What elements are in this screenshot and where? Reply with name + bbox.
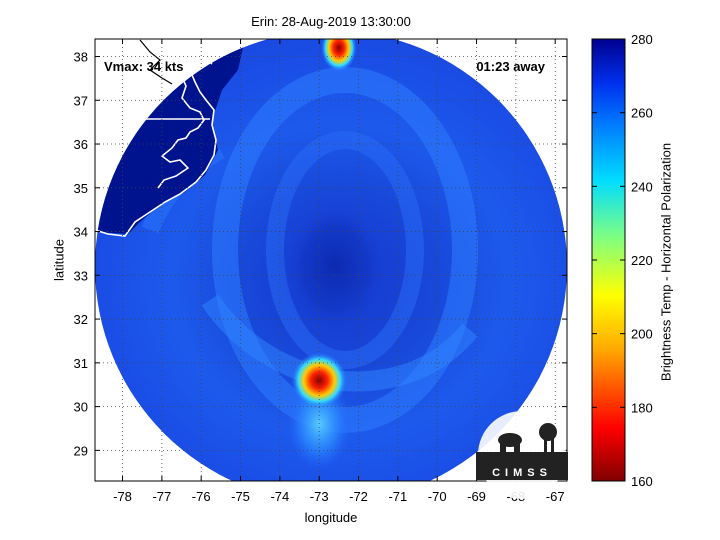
y-tick-label: 37 xyxy=(74,93,88,108)
x-tick-label: -77 xyxy=(152,489,171,504)
x-tick-label: -72 xyxy=(349,489,368,504)
cimss-logo: CIMSS xyxy=(476,411,568,499)
colorbar-tick-label: 180 xyxy=(631,400,653,415)
svg-text:CIMSS: CIMSS xyxy=(492,467,552,479)
colorbar-tick-label: 200 xyxy=(631,327,653,342)
colorbar-tick-label: 160 xyxy=(631,474,653,489)
y-tick-label: 30 xyxy=(74,400,88,415)
y-tick-label: 31 xyxy=(74,356,88,371)
colorbar-tick-label: 260 xyxy=(631,106,653,121)
grid-lines xyxy=(95,39,567,481)
x-axis-ticks: -78-77-76-75-74-73-72-71-70-69-68-67 xyxy=(113,39,565,504)
vmax-label: Vmax: 34 kts xyxy=(104,59,184,74)
cold-core-north xyxy=(320,39,357,72)
coastline-outer xyxy=(139,39,173,85)
x-tick-label: -74 xyxy=(270,489,289,504)
time-away-label: 01:23 away xyxy=(476,59,545,74)
y-axis-ticks: 29 30 31 32 33 34 35 36 37 38 xyxy=(74,50,567,458)
colorbar-tick-label: 220 xyxy=(631,253,653,268)
microwave-swath xyxy=(95,39,567,481)
y-tick-label: 32 xyxy=(74,312,88,327)
colorbar-tick-label: 240 xyxy=(631,179,653,194)
eye-region xyxy=(279,196,390,337)
x-axis-label: longitude xyxy=(304,510,358,525)
coastline xyxy=(95,39,231,237)
colorbar-tick-label: 280 xyxy=(631,32,653,47)
x-tick-label: -71 xyxy=(388,489,407,504)
x-tick-label: -75 xyxy=(231,489,250,504)
y-tick-label: 36 xyxy=(74,137,88,152)
y-tick-label: 33 xyxy=(74,268,88,283)
x-tick-label: -73 xyxy=(310,489,329,504)
x-tick-label: -78 xyxy=(113,489,132,504)
y-tick-label: 34 xyxy=(74,225,88,240)
y-tick-label: 35 xyxy=(74,181,88,196)
plot-title: Erin: 28-Aug-2019 13:30:00 xyxy=(251,14,411,29)
x-tick-label: -69 xyxy=(467,489,486,504)
y-tick-label: 38 xyxy=(74,50,88,65)
colorbar-ticks: 160 180 200 220 240 260 280 xyxy=(592,32,653,489)
x-tick-label: -70 xyxy=(428,489,447,504)
cold-core-south xyxy=(291,352,348,409)
axes-frame xyxy=(94,38,568,482)
x-tick-label: -67 xyxy=(546,489,565,504)
x-tick-label: -76 xyxy=(192,489,211,504)
y-tick-label: 29 xyxy=(74,443,88,458)
